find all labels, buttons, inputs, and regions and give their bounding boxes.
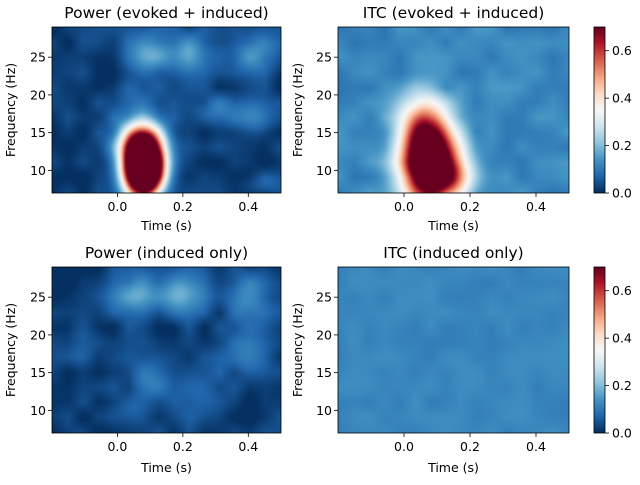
y-tick-label: 25	[316, 50, 332, 65]
x-ticks: 0.0 0.2 0.4	[394, 193, 546, 214]
y-ticks: 10 15 20 25	[316, 50, 338, 178]
y-ticks: 10 15 20 25	[30, 290, 52, 418]
y-tick-label: 15	[316, 365, 332, 380]
colorbar-frame	[593, 266, 606, 434]
x-tick-label: 0.2	[173, 439, 193, 454]
y-axis-label: Frequency (Hz)	[3, 303, 18, 397]
y-tick-label: 10	[316, 403, 332, 418]
colorbar-tick-label: 0.4	[612, 331, 632, 346]
colorbar-tick-label: 0.2	[612, 138, 632, 153]
heatmap-image	[338, 267, 569, 433]
x-tick-label: 0.4	[238, 199, 258, 214]
panel-power-induced-only: Power (induced only) 0.0 0.2 0.4 10152025 …	[3, 244, 282, 475]
x-axis-label: Time (s)	[427, 218, 479, 233]
y-axis-label: Frequency (Hz)	[3, 63, 18, 157]
y-tick-label: 10	[30, 163, 46, 178]
x-tick-label: 0.4	[526, 199, 546, 214]
x-tick-label: 0.0	[107, 199, 127, 214]
x-ticks: 0.0 0.2 0.4	[107, 193, 258, 214]
y-ticks: 10 15 20 25	[30, 50, 52, 178]
y-axis-label: Frequency (Hz)	[290, 63, 305, 157]
x-tick-label: 0.0	[394, 199, 414, 214]
x-tick-label: 0.0	[394, 439, 414, 454]
x-tick-label: 0.2	[460, 199, 480, 214]
y-tick-label: 10	[30, 403, 46, 418]
colorbar-ticks: 0.0 0.2 0.4 0.6	[605, 283, 632, 441]
x-tick-label: 0.2	[460, 439, 480, 454]
x-ticks: 0.0 0.2 0.4	[394, 433, 546, 454]
heatmap-image	[52, 27, 281, 193]
heatmap-image	[338, 27, 569, 193]
plot-frame	[51, 266, 282, 434]
x-axis-label: Time (s)	[427, 460, 479, 475]
x-axis-label: Time (s)	[140, 218, 192, 233]
colorbar-tick-label: 0.6	[612, 43, 632, 58]
y-tick-label: 15	[30, 365, 46, 380]
panel-power-evoked-induced: Power (evoked + induced) 0.0 0.2 0.4 10 15 2…	[3, 4, 282, 233]
colorbar-tick-label: 0.4	[612, 91, 632, 106]
y-tick-label: 20	[30, 87, 46, 102]
colorbar-tick-label: 0.2	[612, 378, 632, 393]
colorbar-tick-label: 0.0	[612, 426, 632, 441]
y-tick-label: 15	[30, 125, 46, 140]
panel-title: Power (induced only)	[85, 244, 248, 262]
y-tick-label: 20	[316, 87, 332, 102]
colorbar-tick-label: 0.6	[612, 283, 632, 298]
panel-title: ITC (evoked + induced)	[363, 4, 545, 22]
y-tick-label: 25	[30, 50, 46, 65]
colorbar-frame	[593, 26, 606, 194]
x-tick-label: 0.4	[526, 439, 546, 454]
colorbar-tick-label: 0.0	[612, 186, 632, 201]
y-tick-label: 10	[316, 163, 332, 178]
colorbar	[594, 267, 605, 433]
y-tick-label: 20	[30, 327, 46, 342]
y-tick-label: 25	[30, 290, 46, 305]
panel-title: ITC (induced only)	[383, 244, 523, 262]
plot-frame	[51, 26, 282, 194]
x-ticks: 0.0 0.2 0.4	[107, 433, 258, 454]
panel-itc-induced-only: ITC (induced only) 0.0 0.2 0.4 10 15 20 25 Ti…	[290, 244, 632, 475]
y-tick-label: 15	[316, 125, 332, 140]
plot-frame	[337, 26, 570, 194]
y-tick-label: 25	[316, 290, 332, 305]
heatmap-image	[52, 267, 281, 433]
panel-itc-evoked-induced: ITC (evoked + induced) 0.0 0.2 0.4 10 15 20 2…	[290, 4, 632, 233]
y-tick-label: 20	[316, 327, 332, 342]
x-tick-label: 0.4	[238, 439, 258, 454]
x-tick-label: 0.2	[173, 199, 193, 214]
y-axis-label: Frequency (Hz)	[290, 303, 305, 397]
x-tick-label: 0.0	[107, 439, 127, 454]
panel-title: Power (evoked + induced)	[64, 4, 268, 22]
colorbar	[594, 27, 605, 193]
x-axis-label: Time (s)	[140, 460, 192, 475]
y-ticks: 10 15 20 25	[316, 290, 338, 418]
plot-frame	[337, 266, 570, 434]
colorbar-ticks: 0.0 0.2 0.4 0.6	[605, 43, 632, 201]
